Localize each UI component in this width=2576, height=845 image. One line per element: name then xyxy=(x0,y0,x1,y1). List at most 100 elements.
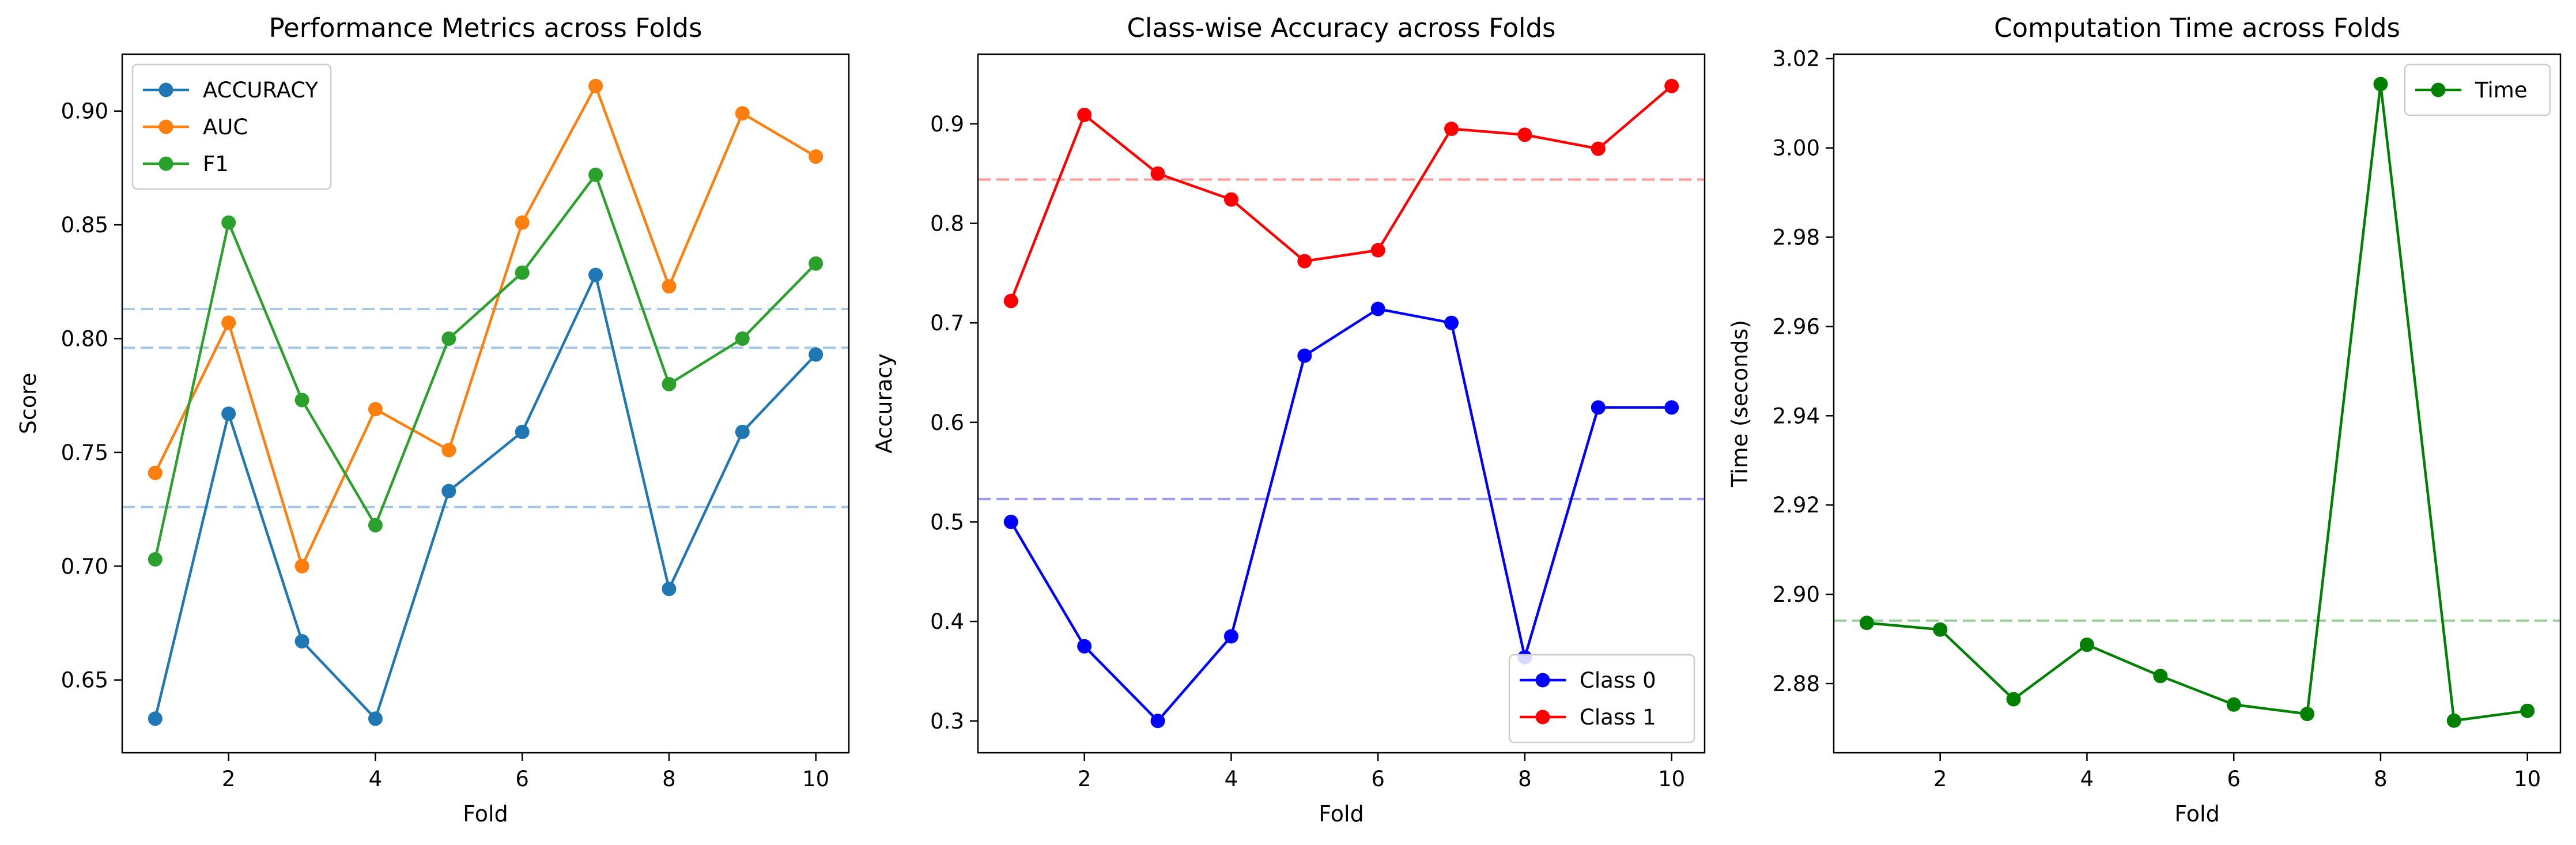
chart1-xtick-label: 10 xyxy=(802,767,829,791)
chart2-point-class-1-10 xyxy=(1664,78,1679,93)
chart1-point-accuracy-8 xyxy=(662,582,677,597)
chart1-legend-label-1: ACCURACY xyxy=(203,78,318,103)
chart2-axes-frame xyxy=(977,53,1706,754)
chart1-point-f1-6 xyxy=(515,265,530,280)
chart1-legend-marker-2 xyxy=(158,119,173,134)
chart1-point-f1-5 xyxy=(441,331,456,346)
chart3-xtick-label: 2 xyxy=(1933,767,1947,791)
chart1-point-f1-7 xyxy=(588,167,603,182)
chart3-point-time-9 xyxy=(2446,713,2461,728)
chart1-point-auc-7 xyxy=(588,78,603,93)
chart2-xtick-label: 8 xyxy=(1518,767,1532,791)
chart1-title: Performance Metrics across Folds xyxy=(269,13,702,43)
chart1-ytick-label: 0.80 xyxy=(61,326,108,351)
chart1-point-f1-2 xyxy=(221,215,236,230)
chart1-point-auc-9 xyxy=(735,106,750,121)
chart2-series-line-class-0 xyxy=(1010,307,1672,723)
chart1-ytick-label: 0.65 xyxy=(61,668,108,693)
chart1-point-auc-6 xyxy=(515,215,530,230)
chart2-point-class-1-5 xyxy=(1297,254,1312,269)
chart2-x-axis-label: Fold xyxy=(1319,801,1363,827)
chart3-y-axis-label: Time (seconds) xyxy=(1727,320,1752,488)
chart1-series-line-auc xyxy=(154,85,817,568)
chart3-ytick-label: 2.98 xyxy=(1773,225,1820,250)
chart3-legend-marker-1 xyxy=(2431,82,2446,97)
chart1-point-accuracy-7 xyxy=(588,267,603,282)
chart3-xtick-label: 8 xyxy=(2374,767,2388,791)
chart2-point-class-1-8 xyxy=(1517,127,1532,142)
chart1-point-f1-9 xyxy=(735,331,750,346)
chart3-xtick-label: 6 xyxy=(2227,767,2241,791)
chart2-legend-box xyxy=(1508,654,1695,744)
chart1-point-accuracy-10 xyxy=(809,347,824,362)
chart2-legend-marker-1 xyxy=(1535,673,1550,688)
chart2-xtick-label: 4 xyxy=(1225,767,1238,791)
chart1-point-f1-3 xyxy=(294,393,309,408)
chart2-point-class-1-3 xyxy=(1150,166,1165,181)
chart3-ytick-label: 3.02 xyxy=(1773,47,1820,71)
chart3-series-line-time xyxy=(1867,82,2528,722)
chart3-legend-label-1: Time xyxy=(2475,78,2528,103)
chart1-ytick-label: 0.70 xyxy=(61,554,108,579)
chart1-xtick-label: 2 xyxy=(222,767,236,791)
chart2-point-class-1-4 xyxy=(1223,192,1238,207)
chart1-xtick-label: 6 xyxy=(515,767,529,791)
chart2-point-class-1-2 xyxy=(1077,107,1092,122)
chart1-legend-label-3: F1 xyxy=(203,152,229,176)
chart1-point-f1-8 xyxy=(662,376,677,391)
chart1-series-line-f1 xyxy=(154,173,817,560)
chart3-legend: Time xyxy=(2404,63,2551,116)
chart1-point-f1-4 xyxy=(368,518,383,533)
chart1-point-accuracy-3 xyxy=(294,634,309,649)
chart1-point-accuracy-9 xyxy=(735,424,750,439)
chart1-point-accuracy-6 xyxy=(515,424,530,439)
chart3-point-time-10 xyxy=(2520,703,2535,718)
chart1-point-accuracy-2 xyxy=(221,406,236,421)
chart1-legend-label-2: AUC xyxy=(203,115,248,139)
chart1-xtick-label: 8 xyxy=(662,767,676,791)
chart2-point-class-0-4 xyxy=(1223,629,1238,644)
chart1-axes-frame xyxy=(121,53,850,754)
chart1-ytick-label: 0.75 xyxy=(61,440,108,465)
chart2-xtick-label: 2 xyxy=(1078,767,1091,791)
chart1-legend-marker-3 xyxy=(158,156,173,171)
chart2-point-class-0-6 xyxy=(1370,301,1385,316)
chart2-legend-marker-2 xyxy=(1535,710,1550,725)
chart1-legend-box xyxy=(131,63,332,190)
chart1-point-auc-8 xyxy=(662,279,677,294)
chart3-title: Computation Time across Folds xyxy=(1994,13,2400,43)
chart3-point-time-2 xyxy=(1933,622,1948,637)
chart3-point-time-5 xyxy=(2153,669,2168,684)
chart3-legend-box xyxy=(2404,63,2551,116)
chart2-ytick-label: 0.8 xyxy=(930,212,964,236)
chart2-legend: Class 0 Class 1 xyxy=(1508,654,1695,744)
chart2-point-class-1-1 xyxy=(1003,293,1018,308)
chart1-point-accuracy-4 xyxy=(368,711,383,726)
chart1-point-accuracy-5 xyxy=(441,484,456,499)
chart1-point-auc-5 xyxy=(441,443,456,458)
chart1-point-auc-4 xyxy=(368,402,383,417)
chart3-x-axis-label: Fold xyxy=(2174,801,2219,827)
chart2-point-class-0-10 xyxy=(1664,400,1679,415)
chart2-point-class-1-6 xyxy=(1370,243,1385,258)
chart1-ytick-label: 0.85 xyxy=(61,213,108,237)
chart2-legend-label-2: Class 1 xyxy=(1580,705,1656,730)
chart2-xtick-label: 6 xyxy=(1371,767,1385,791)
chart3-xtick-label: 10 xyxy=(2514,767,2541,791)
chart1-xtick-label: 4 xyxy=(369,767,383,791)
chart2-ytick-label: 0.6 xyxy=(930,410,964,435)
chart2-point-class-0-9 xyxy=(1591,400,1606,415)
chart3-axes-frame xyxy=(1833,53,2562,754)
chart2-series-line-class-1 xyxy=(1010,85,1673,301)
chart3-ytick-label: 2.88 xyxy=(1773,672,1820,696)
chart2-point-class-0-7 xyxy=(1444,315,1459,330)
chart3-point-time-1 xyxy=(1859,616,1874,631)
chart3-point-time-8 xyxy=(2373,77,2388,92)
chart3-point-time-4 xyxy=(2079,637,2094,652)
chart2-ytick-label: 0.3 xyxy=(930,709,964,734)
chart3-xtick-label: 4 xyxy=(2080,767,2094,791)
chart2-ytick-label: 0.9 xyxy=(930,112,964,137)
chart1-x-axis-label: Fold xyxy=(463,801,508,827)
chart1-point-auc-2 xyxy=(221,315,236,330)
